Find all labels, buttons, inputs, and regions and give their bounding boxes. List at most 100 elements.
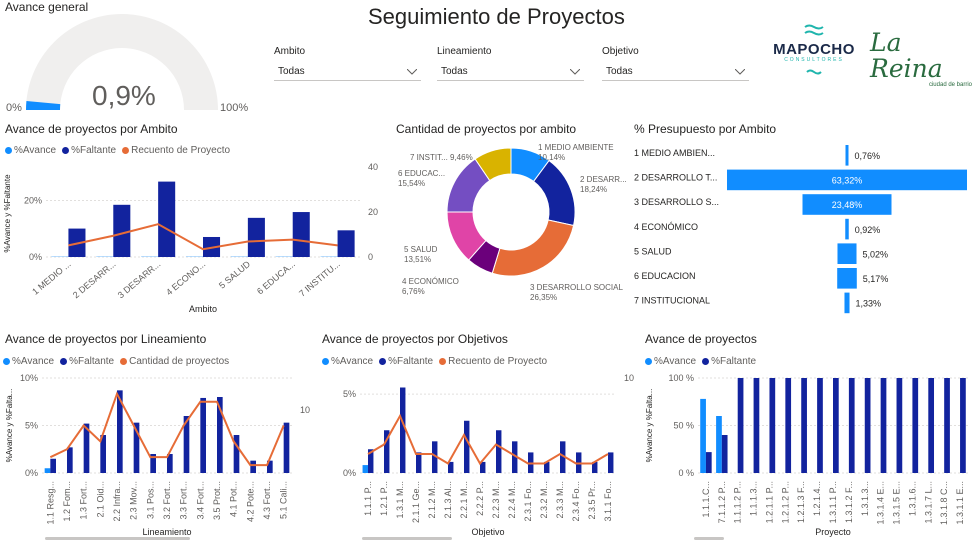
bar-value-label: 5,17%: [863, 274, 889, 284]
x-tick-label: 2.3.2 M...: [539, 481, 549, 519]
faltante-bar: [150, 454, 156, 473]
legend-item-faltante[interactable]: %Faltante: [702, 356, 756, 367]
avance-bar: [716, 416, 722, 473]
faltante-bar: [292, 212, 310, 257]
x-tick-label: 3.1 Pos...: [145, 481, 155, 519]
faltante-bar: [200, 397, 206, 473]
legend-item-recuento[interactable]: Recuento de Proyecto: [122, 145, 230, 156]
filter-ambito-label: Ambito: [274, 46, 306, 57]
slice-label: 7 INSTIT... 9,46%: [410, 153, 473, 162]
proyectos-scrollbar[interactable]: [694, 537, 724, 540]
ambito-chart-title: Avance de proyectos por Ambito: [5, 122, 178, 136]
slice-label: 4 ECONÓMICO: [402, 277, 459, 286]
legend-item-avance[interactable]: %Avance: [322, 356, 373, 367]
legend-item-cantidad[interactable]: Cantidad de proyectos: [120, 356, 229, 367]
faltante-bar: [167, 454, 173, 473]
slice-value: 18,24%: [580, 185, 607, 194]
x-tick-label: 1.3.1.8 C...: [939, 481, 949, 525]
donut-slice: [474, 147, 512, 182]
faltante-bar: [801, 378, 807, 473]
legend-item-recuento[interactable]: Recuento de Proyecto: [439, 356, 547, 367]
slice-label: 2 DESARR...: [580, 175, 627, 184]
x-tick-label: 2.1 Oid...: [95, 481, 105, 518]
x-tick-label: 2.2 Infra...: [112, 481, 122, 522]
legend-item-faltante[interactable]: %Faltante: [62, 145, 116, 156]
x-tick-label: 7 INSTITU...: [297, 259, 342, 299]
category-label: 2 DESARROLLO T...: [634, 173, 717, 183]
x-tick-label: 3.2 Fort...: [162, 481, 172, 520]
slice-label: 6 EDUCAC...: [398, 169, 445, 178]
faltante-bar: [496, 430, 502, 473]
y-tick-label: 0%: [29, 252, 42, 262]
faltante-bar: [848, 378, 855, 473]
y-tick-label: 50 %: [673, 421, 694, 431]
ambito-legend: %Avance %Faltante Recuento de Proyecto: [5, 145, 230, 156]
faltante-bar: [67, 447, 73, 473]
mapocho-logo-sub: CONSULTORES: [784, 57, 844, 63]
faltante-bar: [133, 422, 140, 473]
gauge-value-arc: [26, 100, 61, 110]
presupuesto-bar: [727, 169, 967, 191]
faltante-bar: [944, 378, 950, 473]
bar-value-label: 0,76%: [855, 151, 881, 161]
faltante-bar: [158, 181, 176, 257]
faltante-bar: [785, 378, 792, 473]
y2-tick-label: 20: [368, 207, 378, 217]
category-label: 5 SALUD: [634, 246, 672, 256]
lineamiento-scrollbar[interactable]: [45, 537, 190, 540]
category-label: 1 MEDIO AMBIEN...: [634, 148, 715, 158]
x-tick-label: 2.1.1 Ge...: [411, 481, 421, 523]
x-tick-label: 1.3.1.2 F...: [844, 481, 854, 523]
legend-item-faltante[interactable]: %Faltante: [379, 356, 433, 367]
x-tick-label: 3.1.1 Fo...: [603, 481, 613, 522]
wave-icon: [806, 69, 822, 75]
legend-item-avance[interactable]: %Avance: [5, 145, 56, 156]
lineamiento-legend: %Avance %Faltante Cantidad de proyectos: [3, 356, 229, 367]
mapocho-logo: MAPOCHO CONSULTORES: [772, 24, 856, 81]
x-tick-label: 3.5 Prot...: [212, 481, 222, 520]
y2-tick-label: 0: [368, 252, 373, 262]
objetivos-scrollbar[interactable]: [362, 537, 452, 540]
legend-item-avance[interactable]: %Avance: [645, 356, 696, 367]
faltante-bar: [769, 378, 776, 473]
bar-value-label: 5,02%: [863, 249, 889, 259]
x-tick-label: 2.2.2 P...: [475, 481, 485, 516]
x-tick-label: 1.2.1.4...: [812, 481, 822, 516]
mapocho-logo-name: MAPOCHO: [773, 41, 855, 58]
x-tick-label: 1.2.1 P...: [379, 481, 389, 516]
legend-label: %Faltante: [69, 356, 115, 367]
faltante-bar: [217, 397, 223, 473]
gauge-max-label: 100%: [220, 102, 249, 114]
legend-item-avance[interactable]: %Avance: [3, 356, 54, 367]
x-tick-label: 1.1.1 P...: [363, 481, 373, 516]
faltante-bar: [480, 461, 486, 473]
filter-ambito: Ambito Todas: [274, 46, 421, 81]
y-tick-label: 5%: [343, 389, 356, 399]
faltante-bar: [705, 452, 712, 473]
filter-ambito-dropdown[interactable]: Todas: [274, 63, 421, 81]
x-tick-label: 1.2.1.2 P...: [780, 481, 790, 523]
faltante-bar: [384, 430, 390, 473]
legend-label: %Avance: [14, 145, 57, 156]
x-tick-label: 1.1.1.3...: [749, 481, 759, 516]
x-tick-label: 1.3.1.3...: [860, 481, 870, 516]
y-tick-label: 10%: [20, 373, 38, 383]
legend-label: Recuento de Proyecto: [448, 356, 548, 367]
x-tick-label: 1.3.1.1 P...: [828, 481, 838, 523]
legend-item-faltante[interactable]: %Faltante: [60, 356, 114, 367]
bar-value-label: 23,48%: [832, 200, 863, 210]
faltante-bar: [560, 441, 566, 473]
avance-bar: [44, 468, 51, 473]
faltante-bar: [83, 423, 90, 473]
faltante-bar: [250, 460, 256, 473]
legend-label: Cantidad de proyectos: [129, 356, 230, 367]
legend-label: Recuento de Proyecto: [131, 145, 231, 156]
gauge-chart: [26, 14, 218, 110]
faltante-bar: [753, 378, 760, 473]
filter-objetivo-dropdown[interactable]: Todas: [602, 63, 749, 81]
x-tick-label: 2.1.2 M...: [427, 481, 437, 519]
filter-lineamiento-dropdown[interactable]: Todas: [437, 63, 584, 81]
avance-bar: [700, 398, 706, 473]
faltante-bar: [233, 435, 240, 473]
